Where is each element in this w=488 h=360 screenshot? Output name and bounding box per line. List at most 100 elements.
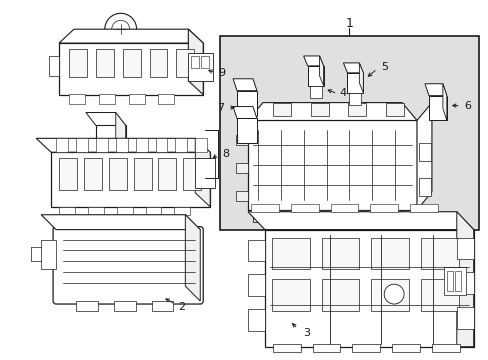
Bar bbox=[295, 211, 309, 221]
Bar bbox=[51, 152, 210, 207]
Bar bbox=[59, 207, 75, 215]
Bar bbox=[370, 211, 385, 221]
Polygon shape bbox=[303, 56, 323, 66]
Text: 2: 2 bbox=[178, 302, 184, 312]
Bar bbox=[418, 178, 430, 196]
Bar bbox=[276, 211, 290, 221]
Polygon shape bbox=[347, 103, 366, 116]
Bar bbox=[176, 49, 194, 77]
FancyBboxPatch shape bbox=[53, 227, 203, 304]
Polygon shape bbox=[185, 215, 200, 301]
Polygon shape bbox=[59, 29, 203, 43]
Bar bbox=[122, 49, 141, 77]
Polygon shape bbox=[247, 103, 416, 121]
Polygon shape bbox=[272, 103, 290, 116]
Bar bbox=[59, 158, 77, 190]
Bar bbox=[121, 147, 127, 154]
Bar bbox=[158, 158, 176, 190]
Bar bbox=[69, 49, 87, 77]
Bar bbox=[191, 56, 199, 68]
Text: 3: 3 bbox=[303, 328, 309, 338]
Bar bbox=[56, 138, 68, 152]
Bar bbox=[271, 238, 309, 269]
Text: 4: 4 bbox=[339, 88, 346, 98]
Bar bbox=[174, 207, 190, 215]
Bar bbox=[314, 211, 328, 221]
Bar bbox=[195, 138, 207, 152]
Bar bbox=[271, 279, 309, 311]
Polygon shape bbox=[310, 103, 328, 116]
Bar bbox=[391, 344, 419, 352]
Bar bbox=[428, 96, 446, 121]
Bar bbox=[237, 91, 256, 116]
Bar bbox=[443, 267, 465, 295]
Bar bbox=[420, 279, 458, 311]
Bar bbox=[145, 207, 161, 215]
Bar bbox=[128, 94, 144, 104]
Bar bbox=[247, 121, 416, 210]
Bar bbox=[321, 279, 359, 311]
Polygon shape bbox=[456, 238, 473, 260]
Bar bbox=[370, 238, 408, 269]
Bar bbox=[252, 210, 411, 222]
Polygon shape bbox=[41, 215, 200, 230]
Bar bbox=[236, 163, 247, 173]
Bar bbox=[96, 138, 107, 152]
Bar bbox=[111, 147, 118, 154]
Polygon shape bbox=[456, 272, 473, 294]
Polygon shape bbox=[41, 239, 56, 269]
Polygon shape bbox=[456, 212, 473, 347]
Bar bbox=[349, 93, 361, 105]
Bar bbox=[175, 138, 187, 152]
Polygon shape bbox=[456, 307, 473, 329]
Bar bbox=[195, 158, 215, 188]
Bar bbox=[446, 271, 452, 291]
Text: 7: 7 bbox=[217, 103, 224, 113]
Bar bbox=[88, 207, 103, 215]
Bar bbox=[155, 138, 167, 152]
Polygon shape bbox=[116, 113, 125, 160]
Bar bbox=[264, 230, 473, 347]
Polygon shape bbox=[247, 309, 264, 331]
Bar bbox=[420, 238, 458, 269]
Bar bbox=[133, 158, 151, 190]
Bar bbox=[220, 36, 478, 230]
Polygon shape bbox=[359, 63, 363, 93]
Bar bbox=[101, 147, 107, 154]
Bar bbox=[108, 158, 126, 190]
Bar bbox=[151, 301, 173, 311]
Bar bbox=[59, 43, 203, 95]
Circle shape bbox=[104, 13, 136, 45]
Bar bbox=[418, 143, 430, 161]
Polygon shape bbox=[343, 63, 363, 73]
Bar bbox=[116, 138, 127, 152]
Text: 8: 8 bbox=[222, 149, 229, 159]
Polygon shape bbox=[233, 107, 256, 118]
Text: 5: 5 bbox=[380, 62, 387, 72]
Bar bbox=[307, 66, 323, 86]
Bar bbox=[312, 344, 340, 352]
Bar bbox=[309, 86, 321, 98]
Bar bbox=[290, 204, 318, 212]
Bar bbox=[135, 138, 147, 152]
Bar bbox=[369, 204, 397, 212]
Polygon shape bbox=[319, 56, 323, 86]
Polygon shape bbox=[247, 239, 264, 261]
Bar bbox=[237, 118, 256, 143]
Bar bbox=[370, 279, 408, 311]
Bar bbox=[352, 344, 380, 352]
Polygon shape bbox=[188, 29, 203, 95]
Polygon shape bbox=[386, 103, 403, 116]
Bar bbox=[117, 207, 132, 215]
Bar bbox=[333, 211, 346, 221]
Polygon shape bbox=[247, 212, 473, 230]
Bar bbox=[158, 94, 174, 104]
Text: 1: 1 bbox=[345, 17, 353, 30]
Text: 6: 6 bbox=[463, 100, 470, 111]
Bar bbox=[272, 344, 300, 352]
Bar bbox=[188, 53, 213, 81]
Bar bbox=[346, 73, 363, 93]
Polygon shape bbox=[195, 138, 210, 207]
Polygon shape bbox=[416, 103, 431, 210]
Bar bbox=[236, 191, 247, 201]
